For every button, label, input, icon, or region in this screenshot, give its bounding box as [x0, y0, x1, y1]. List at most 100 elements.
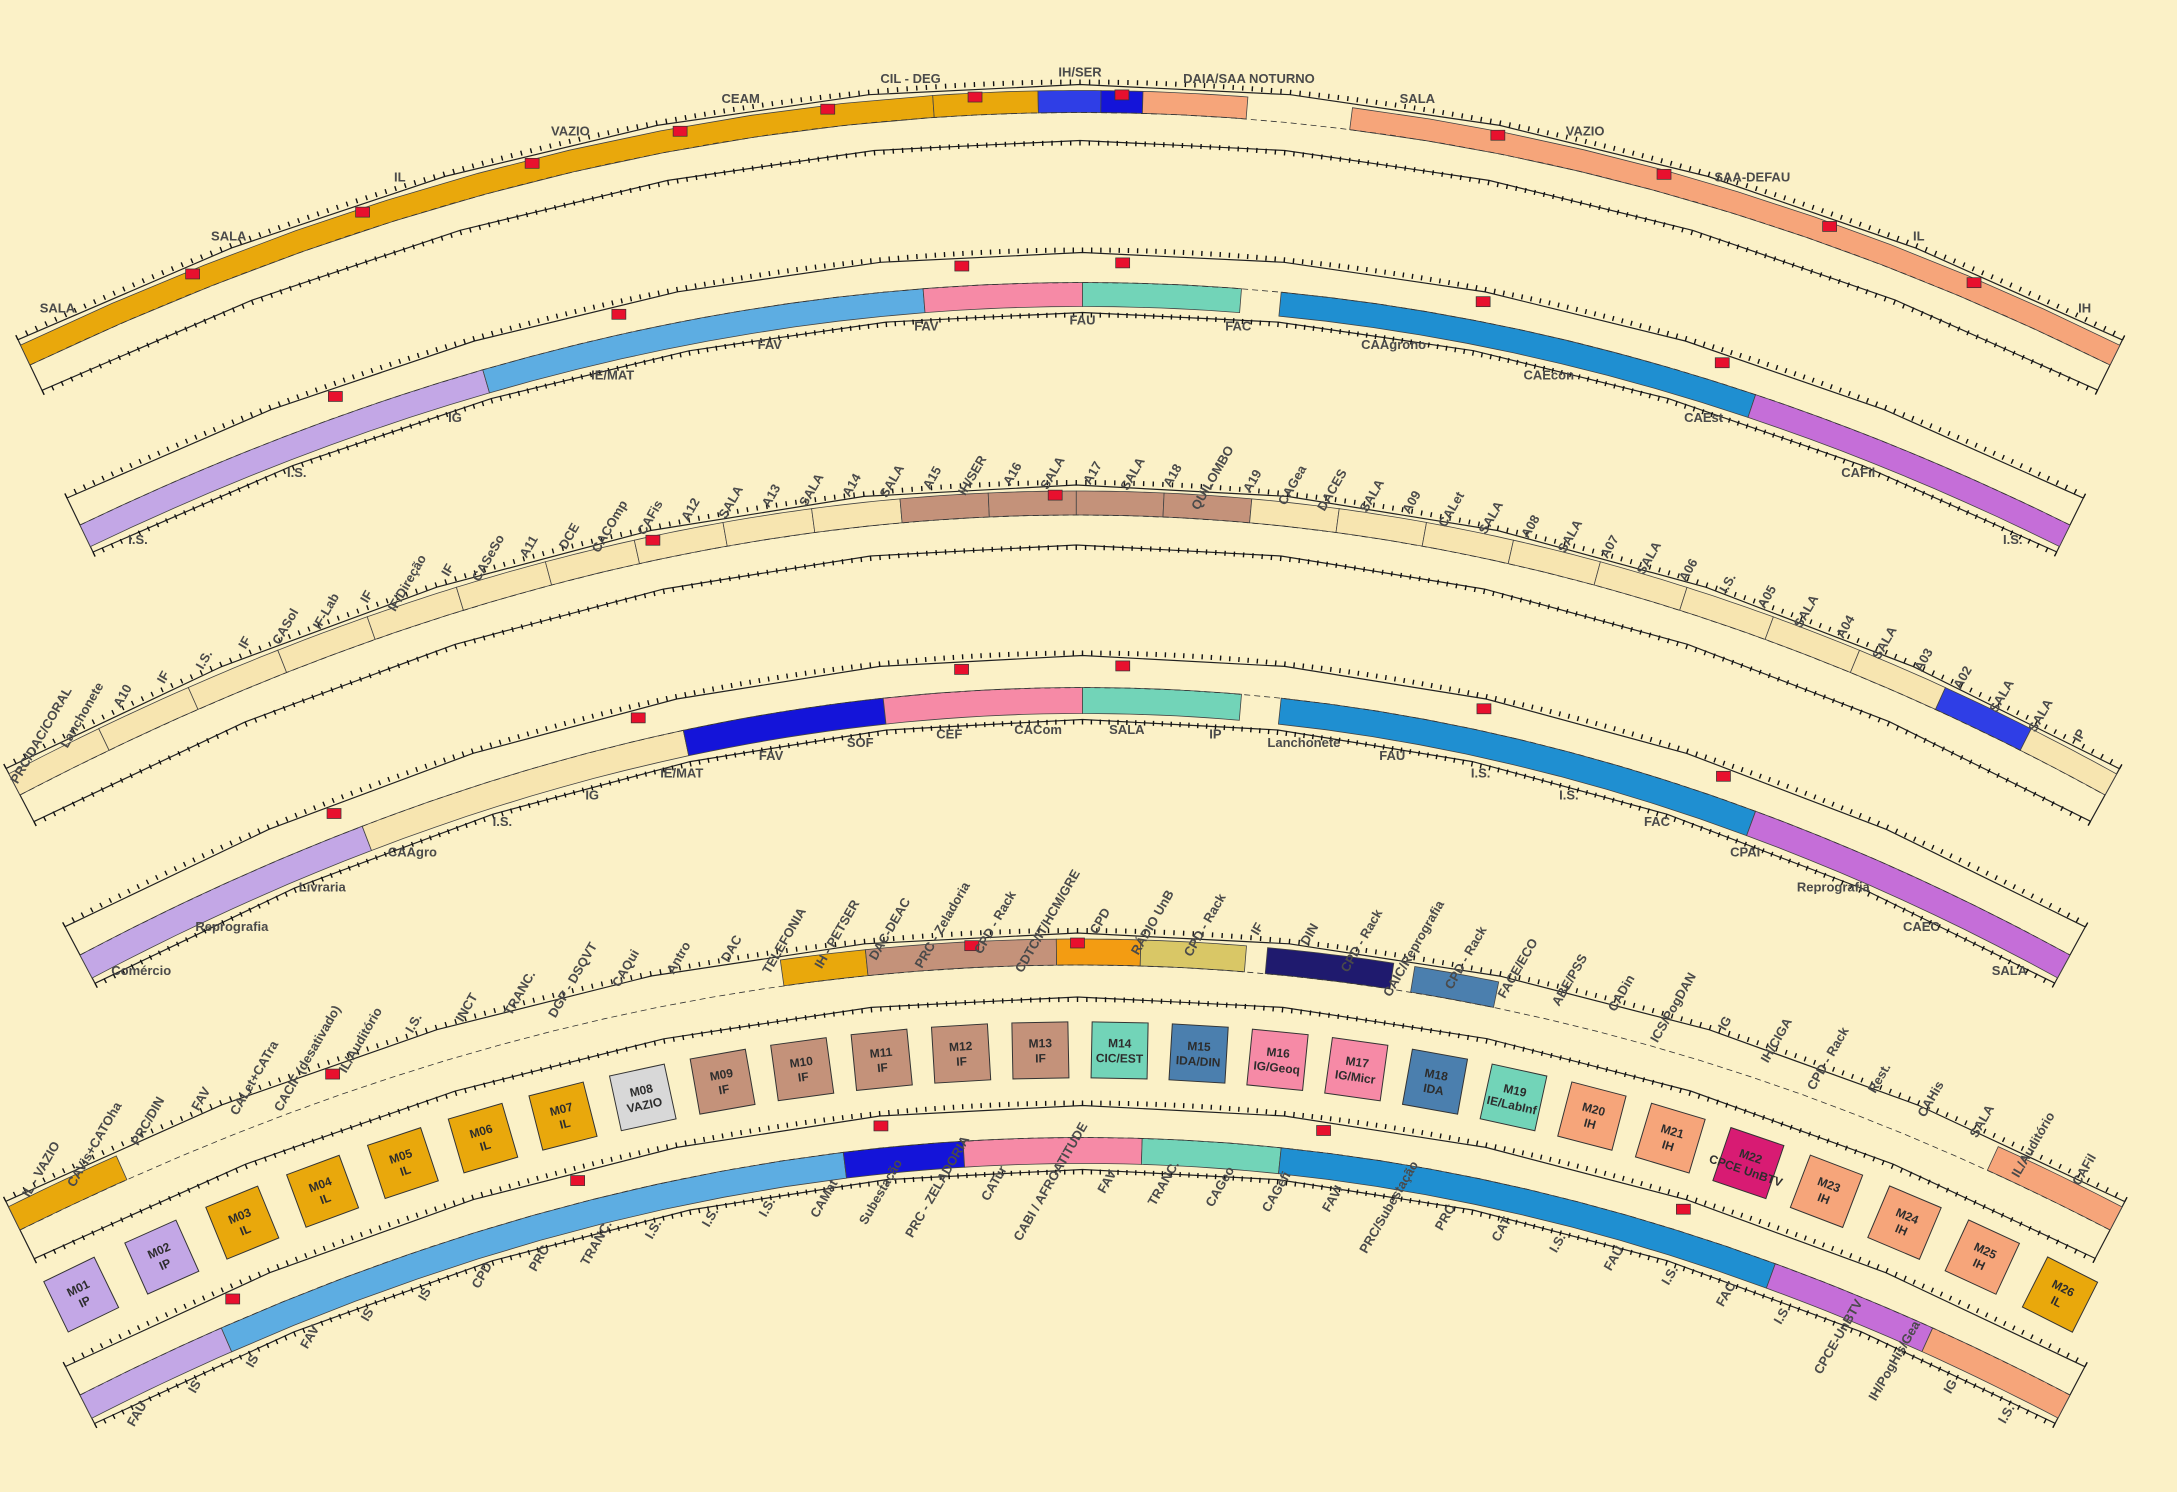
area-label: SALA [1992, 963, 2028, 978]
wall-tick [2025, 1409, 2030, 1415]
wall-tick [127, 350, 131, 356]
wall-tick [374, 1300, 378, 1306]
wall-tick [789, 160, 792, 166]
wall-tick [628, 1152, 632, 1158]
wall-tick [526, 388, 530, 394]
room[interactable] [1082, 282, 1242, 314]
wall-tick [52, 811, 57, 817]
wall-tick [2003, 346, 2007, 352]
wall-tick [1604, 995, 1607, 1001]
wall-tick [1954, 1116, 1959, 1122]
wall-tick [577, 1057, 581, 1063]
wall-tick [2069, 810, 2073, 817]
wall-tick [1374, 268, 1377, 274]
area-label: CACom [1014, 722, 1062, 737]
wall-tick [322, 1245, 326, 1251]
wall-tick [509, 1255, 513, 1261]
wall-tick [177, 750, 181, 757]
restroom-marker [328, 391, 343, 402]
room[interactable] [1055, 938, 1142, 967]
wall-tick [1616, 209, 1620, 215]
room[interactable] [1921, 1327, 2071, 1419]
wall-tick [1439, 1133, 1442, 1139]
room[interactable] [1075, 490, 1165, 518]
wall-tick [841, 1115, 844, 1121]
wall-tick [1894, 1271, 1898, 1277]
wall-tick [1983, 1128, 1987, 1134]
wall-tick [1631, 1178, 1634, 1184]
wall-tick [1972, 941, 1977, 947]
area-label: FAU [1379, 748, 1405, 763]
wall-tick [756, 952, 759, 958]
wall-tick [1940, 849, 1944, 855]
wall-tick [1586, 376, 1590, 382]
wall-tick [1496, 182, 1499, 188]
room[interactable] [1410, 966, 1500, 1008]
wall-tick [259, 408, 263, 414]
wall-tick [553, 204, 557, 211]
wall-tick [184, 438, 189, 444]
wall-tick [785, 947, 788, 954]
wall-tick [70, 376, 74, 382]
room[interactable] [1349, 107, 2121, 366]
wall-tick [118, 1334, 122, 1340]
wall-tick [423, 177, 426, 183]
wall-tick [815, 944, 818, 950]
room[interactable] [1082, 687, 1242, 721]
wall-tick [1926, 1104, 1930, 1110]
wall-tick [1611, 797, 1615, 803]
wall-tick [1798, 441, 1802, 448]
room[interactable] [1747, 394, 2071, 548]
room[interactable] [987, 490, 1077, 518]
area-label: IG [585, 788, 599, 803]
wall-tick [2114, 1191, 2119, 1198]
area-label: IH/SER [1058, 65, 1102, 80]
wall-tick [345, 201, 349, 207]
wall-tick [1865, 289, 1869, 295]
wall-tick [663, 1038, 666, 1044]
wall-tick [765, 504, 768, 510]
wall-tick [1426, 1201, 1430, 1207]
wall-tick [1863, 1152, 1867, 1158]
wall-tick [1956, 434, 1960, 440]
wall-tick [1697, 1093, 1701, 1099]
room[interactable] [1037, 90, 1102, 114]
wall-tick [795, 1016, 798, 1022]
wall-tick [1576, 1234, 1580, 1241]
room[interactable] [1986, 1146, 2123, 1231]
wall-tick [1549, 1156, 1552, 1162]
wall-tick [1903, 657, 1907, 663]
wall-tick [1412, 1128, 1415, 1134]
wall-tick [454, 1090, 458, 1097]
wall-tick [382, 432, 386, 438]
wall-tick [822, 329, 825, 335]
wall-tick [443, 1203, 447, 1209]
wall-tick [1320, 735, 1323, 741]
